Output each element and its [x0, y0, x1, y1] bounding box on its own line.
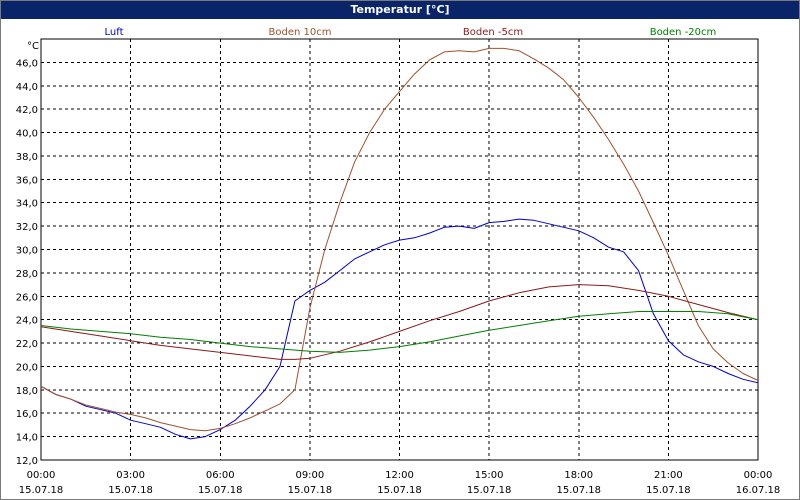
x-tick-time-label: 00:00 — [27, 470, 56, 481]
x-tick-date-label: 15.07.18 — [108, 485, 153, 496]
y-tick-label: 28,0 — [16, 269, 38, 280]
legend-entry: Boden -5cm — [463, 27, 523, 38]
x-tick-date-label: 15.07.18 — [288, 485, 333, 496]
y-tick-label: 18,0 — [16, 386, 38, 397]
legend-entry: Luft — [105, 27, 124, 38]
y-axis-unit-label: °C — [27, 41, 39, 52]
axes — [40, 38, 759, 461]
x-tick-date-label: 16.07.18 — [736, 485, 781, 496]
x-tick-date-label: 15.07.18 — [646, 485, 691, 496]
y-tick-label: 38,0 — [16, 152, 38, 163]
y-tick-label: 22,0 — [16, 339, 38, 350]
x-tick-labels: 00:00 15.07.18 03:00 15.07.18 06:00 15.07.18 0… — [19, 470, 781, 496]
grid-lines — [41, 39, 758, 460]
y-tick-label: 36,0 — [16, 175, 38, 186]
y-tick-label: 32,0 — [16, 222, 38, 233]
x-tick-time-label: 03:00 — [116, 470, 145, 481]
series-line-boden-20cm — [40, 311, 759, 353]
x-tick-time-label: 09:00 — [295, 470, 324, 481]
x-tick-date-label: 15.07.18 — [556, 485, 601, 496]
legend: Luft Boden 10cm Boden -5cm Boden -20cm — [105, 27, 717, 38]
legend-entry: Boden 10cm — [269, 27, 332, 38]
y-tick-label: 12,0 — [16, 456, 38, 467]
x-tick-time-label: 06:00 — [206, 470, 235, 481]
temperature-chart: 12,0 14,0 16,0 18,0 20,0 22,0 24,0 26,0 28,0 30,0… — [16, 27, 781, 496]
series-line-luft — [40, 218, 759, 440]
series-lines — [40, 47, 759, 440]
x-tick-date-label: 15.07.18 — [198, 485, 243, 496]
x-tick-time-label: 21:00 — [654, 470, 683, 481]
y-tick-label: 42,0 — [16, 105, 38, 116]
x-tick-time-label: 00:00 — [744, 470, 773, 481]
plot-frame — [40, 38, 759, 461]
y-tick-label: 46,0 — [16, 58, 38, 69]
x-tick-time-label: 12:00 — [385, 470, 414, 481]
y-tick-label: 44,0 — [16, 82, 38, 93]
y-tick-label: 20,0 — [16, 362, 38, 373]
x-tick-date-label: 15.07.18 — [467, 485, 512, 496]
y-tick-label: 40,0 — [16, 129, 38, 140]
series-line-boden-5cm — [40, 284, 759, 360]
y-tick-label: 26,0 — [16, 292, 38, 303]
y-tick-label: 14,0 — [16, 433, 38, 444]
chart-title: Temperatur [°C] — [1, 1, 799, 19]
y-tick-labels: 12,0 14,0 16,0 18,0 20,0 22,0 24,0 26,0 28,0 30,0… — [16, 58, 38, 467]
x-tick-time-label: 15:00 — [475, 470, 504, 481]
x-tick-date-label: 15.07.18 — [19, 485, 64, 496]
y-tick-label: 34,0 — [16, 199, 38, 210]
x-tick-time-label: 18:00 — [564, 470, 593, 481]
y-tick-label: 16,0 — [16, 409, 38, 420]
y-tick-label: 30,0 — [16, 246, 38, 257]
y-tick-label: 24,0 — [16, 316, 38, 327]
legend-entry: Boden -20cm — [650, 27, 717, 38]
x-tick-date-label: 15.07.18 — [377, 485, 422, 496]
series-line-boden-10cm — [40, 47, 759, 432]
